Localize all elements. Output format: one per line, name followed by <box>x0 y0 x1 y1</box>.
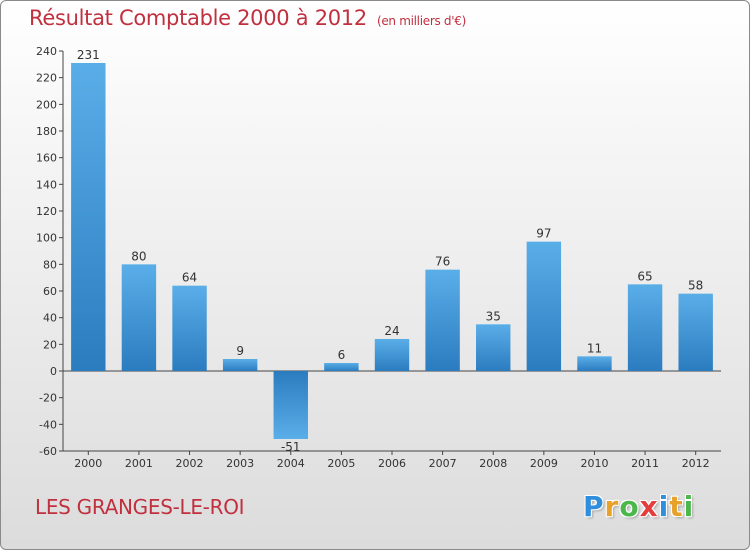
bar-value-label: 76 <box>435 255 450 269</box>
bar <box>425 269 460 371</box>
proxiti-logo[interactable]: Proxiti <box>583 490 694 523</box>
x-tick-label: 2006 <box>378 457 406 470</box>
commune-name: LES GRANGES-LE-ROI <box>35 495 245 519</box>
x-tick-label: 2005 <box>327 457 355 470</box>
bar-value-label: -51 <box>281 440 301 454</box>
y-tick-label: 200 <box>36 98 57 111</box>
bar-value-label: 65 <box>637 269 652 283</box>
x-tick-label: 2002 <box>176 457 204 470</box>
y-tick-label: 100 <box>36 232 57 245</box>
x-tick-label: 2011 <box>631 457 659 470</box>
logo-letter: i <box>658 490 670 523</box>
y-tick-label: 40 <box>43 312 57 325</box>
x-tick-label: 2003 <box>226 457 254 470</box>
bar-value-label: 9 <box>236 344 244 358</box>
x-tick-label: 2009 <box>530 457 558 470</box>
y-tick-label: 240 <box>36 45 57 58</box>
y-tick-label: 180 <box>36 125 57 138</box>
x-tick-label: 2000 <box>74 457 102 470</box>
x-tick-label: 2001 <box>125 457 153 470</box>
chart-title: Résultat Comptable 2000 à 2012 (en millie… <box>29 6 466 30</box>
bar-value-label: 80 <box>131 249 146 263</box>
chart-unit-note: (en milliers d'€) <box>376 14 466 28</box>
bar <box>222 359 258 371</box>
bar-value-label: 58 <box>688 279 703 293</box>
y-tick-label: 120 <box>36 205 57 218</box>
bar <box>476 324 511 371</box>
bar-value-label: 231 <box>77 48 100 62</box>
x-tick-label: 2008 <box>479 457 507 470</box>
y-tick-label: 160 <box>36 152 57 165</box>
bar <box>678 293 713 371</box>
bar <box>374 339 410 371</box>
bar-value-label: 35 <box>486 309 501 323</box>
bar <box>627 284 663 371</box>
y-tick-label: 60 <box>43 285 57 298</box>
bar <box>324 363 359 371</box>
bar <box>172 285 207 371</box>
y-tick-label: 0 <box>50 365 57 378</box>
bar <box>526 241 562 371</box>
logo-letter: P <box>583 490 605 523</box>
x-tick-label: 2012 <box>682 457 710 470</box>
y-tick-label: 140 <box>36 178 57 191</box>
bar-value-label: 64 <box>182 271 197 285</box>
logo-letter: r <box>604 490 620 523</box>
x-tick-label: 2010 <box>580 457 608 470</box>
bar-value-label: 97 <box>536 227 551 241</box>
bar <box>273 371 308 439</box>
bar-value-label: 24 <box>384 324 399 338</box>
y-tick-label: 220 <box>36 72 57 85</box>
logo-letter: o <box>619 490 640 523</box>
chart-title-text: Résultat Comptable 2000 à 2012 <box>29 6 367 30</box>
logo-letter: x <box>639 490 659 523</box>
bar <box>577 356 612 371</box>
x-tick-label: 2007 <box>429 457 457 470</box>
y-tick-label: -60 <box>39 445 57 458</box>
y-tick-label: 20 <box>43 338 57 351</box>
bar-value-label: 6 <box>338 348 346 362</box>
bar <box>71 63 106 371</box>
logo-letter: t <box>669 490 684 523</box>
x-tick-label: 2004 <box>277 457 305 470</box>
bar <box>121 264 157 371</box>
y-tick-label: -20 <box>39 392 57 405</box>
y-tick-label: -40 <box>39 418 57 431</box>
logo-letter: i <box>683 490 695 523</box>
bar-value-label: 11 <box>587 341 602 355</box>
y-tick-label: 80 <box>43 258 57 271</box>
